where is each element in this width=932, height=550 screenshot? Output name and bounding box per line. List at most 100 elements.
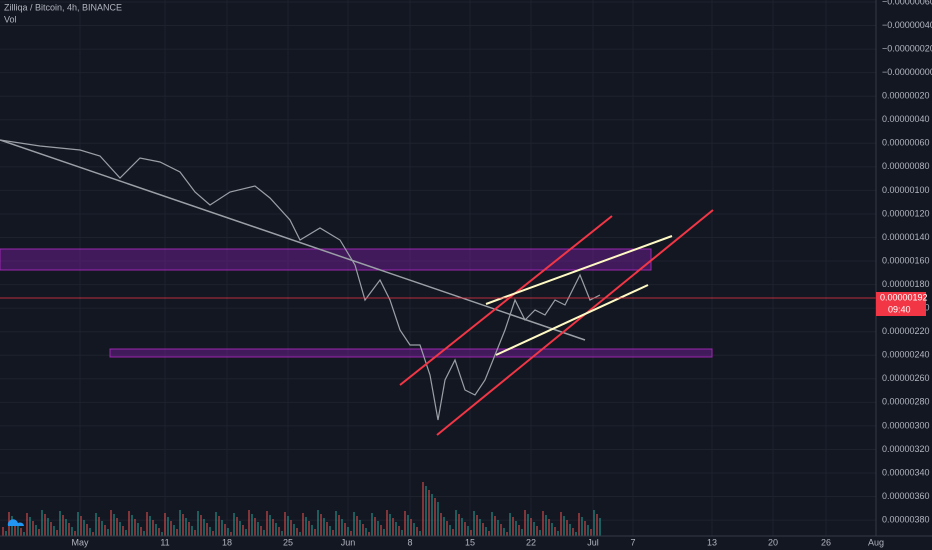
volume-bar bbox=[467, 526, 469, 536]
volume-bar bbox=[329, 526, 331, 536]
volume-bar bbox=[140, 527, 142, 536]
volume-bar bbox=[107, 529, 109, 536]
volume-bar bbox=[155, 524, 157, 536]
volume-bar bbox=[596, 514, 598, 536]
channel-upper bbox=[399, 215, 613, 386]
time-label: Aug bbox=[868, 537, 884, 547]
volume-bar bbox=[14, 520, 16, 536]
time-label: May bbox=[71, 537, 89, 547]
volume-bar bbox=[389, 514, 391, 536]
price-label: 0.00000340 bbox=[882, 467, 930, 477]
volume-bar bbox=[347, 527, 349, 536]
volume-bar bbox=[110, 510, 112, 536]
volume-bar bbox=[569, 524, 571, 536]
price-label: −0.00000020 bbox=[882, 43, 932, 53]
volume-bar bbox=[395, 522, 397, 536]
volume-bar bbox=[494, 516, 496, 536]
volume-bar bbox=[581, 517, 583, 536]
volume-bar bbox=[557, 531, 559, 536]
volume-bar bbox=[572, 528, 574, 536]
volume-bar bbox=[290, 520, 292, 536]
time-label: 11 bbox=[160, 537, 169, 547]
volume-bar bbox=[470, 530, 472, 536]
volume-bar bbox=[353, 512, 355, 536]
symbol-title: Zilliqa / Bitcoin, 4h, BINANCE bbox=[4, 2, 122, 12]
volume-bar bbox=[488, 531, 490, 536]
volume-bar bbox=[452, 529, 454, 536]
volume-bar bbox=[371, 513, 373, 536]
volume-bar bbox=[314, 529, 316, 536]
volume-bar bbox=[167, 517, 169, 536]
volume-bar bbox=[248, 510, 250, 536]
volume-bar bbox=[50, 522, 52, 536]
volume-bar bbox=[101, 521, 103, 536]
volume-bar bbox=[269, 515, 271, 536]
volume-bar bbox=[518, 525, 520, 536]
volume-bar bbox=[260, 526, 262, 536]
volume-bar bbox=[41, 510, 43, 536]
volume-bar bbox=[341, 519, 343, 536]
volume-bar bbox=[89, 528, 91, 536]
volume-bar bbox=[509, 513, 511, 536]
price-label: 0.00000040 bbox=[882, 114, 930, 124]
volume-bar bbox=[317, 510, 319, 536]
volume-bar bbox=[419, 531, 421, 536]
time-label: 15 bbox=[465, 537, 475, 547]
volume-bar bbox=[464, 522, 466, 536]
volume-bar bbox=[65, 519, 67, 536]
time-label: 18 bbox=[222, 537, 232, 547]
volume-bar bbox=[293, 524, 295, 536]
volume-bar bbox=[548, 519, 550, 536]
volume-bar bbox=[434, 498, 436, 536]
volume-bar bbox=[512, 517, 514, 536]
volume-bar bbox=[320, 514, 322, 536]
volume-bar bbox=[437, 502, 439, 536]
volume-bar bbox=[224, 524, 226, 536]
volume-bar bbox=[56, 530, 58, 536]
volume-bar bbox=[74, 531, 76, 536]
time-label: Jul bbox=[587, 537, 599, 547]
volume-bar bbox=[53, 526, 55, 536]
volume-bar bbox=[173, 525, 175, 536]
wedge-lower bbox=[495, 284, 649, 356]
volume-bar bbox=[446, 521, 448, 536]
volume-bar bbox=[113, 514, 115, 536]
volume-bar bbox=[401, 530, 403, 536]
volume-bar bbox=[500, 524, 502, 536]
volume-bar bbox=[551, 523, 553, 536]
volume-bar bbox=[590, 529, 592, 536]
channel-lower bbox=[436, 209, 714, 436]
volume-bar bbox=[272, 519, 274, 536]
volume-bar bbox=[407, 515, 409, 536]
price-label: 0.00000220 bbox=[882, 326, 930, 336]
volume-bar bbox=[527, 514, 529, 536]
volume-bar bbox=[254, 518, 256, 536]
volume-bar bbox=[182, 514, 184, 536]
volume-bar bbox=[200, 515, 202, 536]
volume-bar bbox=[35, 525, 37, 536]
time-label: 8 bbox=[407, 537, 412, 547]
volume-bar bbox=[233, 513, 235, 536]
volume-bar bbox=[116, 518, 118, 536]
time-label: Jun bbox=[341, 537, 356, 547]
volume-bar bbox=[362, 524, 364, 536]
volume-bar bbox=[263, 530, 265, 536]
volume-bar bbox=[413, 523, 415, 536]
volume-bar bbox=[242, 525, 244, 536]
volume-bar bbox=[119, 522, 121, 536]
time-label: 26 bbox=[821, 537, 831, 547]
volume-bar bbox=[134, 519, 136, 536]
volume-bar bbox=[302, 513, 304, 536]
price-label: −0.00000040 bbox=[882, 20, 932, 30]
volume-bar bbox=[146, 512, 148, 536]
price-label: 0.00000300 bbox=[882, 420, 930, 430]
time-label: 13 bbox=[707, 537, 717, 547]
volume-bar bbox=[17, 524, 19, 536]
volume-bar bbox=[563, 516, 565, 536]
volume-bar bbox=[176, 529, 178, 536]
price-label: 0.00000020 bbox=[882, 91, 930, 101]
volume-bar bbox=[461, 518, 463, 536]
volume-bar bbox=[308, 521, 310, 536]
